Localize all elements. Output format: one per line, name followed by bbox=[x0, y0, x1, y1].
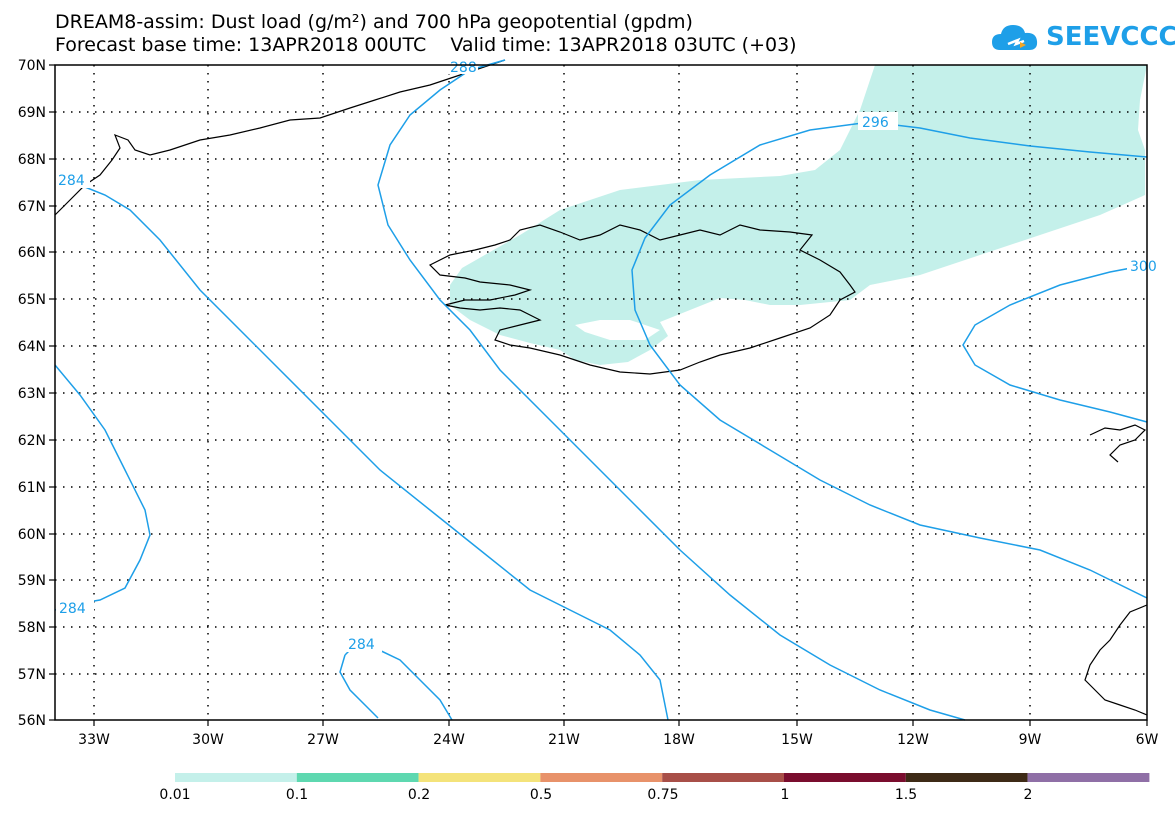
lat-label: 69N bbox=[18, 105, 46, 121]
lat-label: 66N bbox=[18, 245, 46, 261]
contour-label: 284 bbox=[58, 173, 85, 189]
colorbar-label: 0.1 bbox=[286, 787, 308, 803]
lon-label: 12W bbox=[897, 732, 929, 748]
cloud-logo-icon bbox=[992, 25, 1038, 50]
contour-label-group: 284 288 296 300 284 284 bbox=[54, 58, 1157, 653]
colorbar-swatch bbox=[662, 773, 784, 782]
lon-label: 33W bbox=[78, 732, 110, 748]
norway-coast-upper bbox=[1089, 424, 1147, 463]
lon-label: 9W bbox=[1019, 732, 1042, 748]
lat-label: 64N bbox=[18, 339, 46, 355]
colorbar-label: 1.5 bbox=[895, 787, 917, 803]
lat-label: 59N bbox=[18, 573, 46, 589]
colorbar-swatch bbox=[296, 773, 419, 782]
coastlines bbox=[54, 59, 1148, 716]
lat-label: 70N bbox=[18, 58, 46, 74]
lat-label: 65N bbox=[18, 292, 46, 308]
lon-label: 18W bbox=[663, 732, 695, 748]
colorbar-label: 0.5 bbox=[530, 787, 552, 803]
lon-label: 6W bbox=[1136, 732, 1159, 748]
contour-label: 284 bbox=[59, 601, 86, 617]
lat-label: 62N bbox=[18, 433, 46, 449]
colorbar-label: 0.01 bbox=[159, 787, 190, 803]
lat-label: 60N bbox=[18, 527, 46, 543]
lat-label: 57N bbox=[18, 667, 46, 683]
colorbar-swatch bbox=[1027, 773, 1150, 782]
title-line-2: Forecast base time: 13APR2018 00UTC Vali… bbox=[55, 34, 797, 56]
colorbar-labels: 0.01 0.1 0.2 0.5 0.75 1 1.5 2 bbox=[159, 787, 1032, 803]
lat-label: 67N bbox=[18, 199, 46, 215]
geopotential-contours bbox=[54, 59, 1148, 721]
title-line-1: DREAM8-assim: Dust load (g/m²) and 700 h… bbox=[55, 11, 693, 33]
dust-load-area bbox=[450, 65, 1147, 365]
colorbar-swatch bbox=[418, 773, 541, 782]
logo-text: SEEVCCC bbox=[1046, 22, 1175, 52]
lon-label: 24W bbox=[433, 732, 465, 748]
greenland-coast bbox=[54, 59, 506, 216]
colorbar bbox=[175, 773, 1150, 782]
map-frame bbox=[54, 64, 1148, 721]
lat-label: 56N bbox=[18, 713, 46, 729]
seevccc-logo: SEEVCCC bbox=[990, 20, 1175, 54]
colorbar-swatch bbox=[784, 773, 906, 782]
lon-label: 30W bbox=[192, 732, 224, 748]
lon-label: 15W bbox=[781, 732, 813, 748]
lat-label: 63N bbox=[18, 386, 46, 402]
contour-label: 296 bbox=[862, 115, 889, 131]
iceland-coast bbox=[428, 224, 856, 375]
colorbar-label: 2 bbox=[1024, 787, 1033, 803]
colorbar-label: 0.2 bbox=[408, 787, 430, 803]
lon-label: 21W bbox=[548, 732, 580, 748]
graticule bbox=[55, 65, 1147, 720]
contour-label: 284 bbox=[348, 637, 375, 653]
norway-coast-lower bbox=[1084, 604, 1148, 716]
contour-label: 288 bbox=[450, 60, 477, 76]
colorbar-label: 0.75 bbox=[647, 787, 678, 803]
colorbar-swatch bbox=[175, 773, 297, 782]
lat-label: 68N bbox=[18, 152, 46, 168]
colorbar-label: 1 bbox=[781, 787, 790, 803]
lat-label: 58N bbox=[18, 620, 46, 636]
colorbar-swatch bbox=[540, 773, 663, 782]
lat-label: 61N bbox=[18, 480, 46, 496]
colorbar-swatch bbox=[905, 773, 1028, 782]
contour-label: 300 bbox=[1130, 259, 1157, 275]
lon-label: 27W bbox=[307, 732, 339, 748]
